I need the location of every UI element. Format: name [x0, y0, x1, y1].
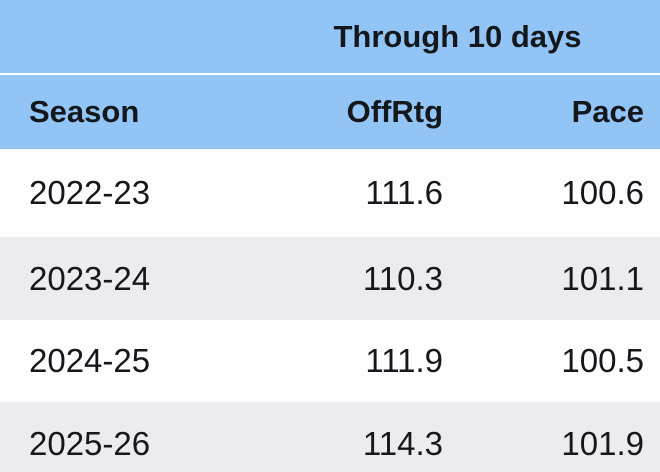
table-row: 2025-26 114.3 101.9 — [0, 401, 660, 472]
table-header: Through 10 days Season OffRtg Pace — [0, 0, 660, 150]
col-header-pace: Pace — [465, 74, 660, 150]
table-row: 2023-24 110.3 101.1 — [0, 236, 660, 321]
season-cell: 2022-23 — [29, 174, 151, 211]
offrtg-value: 114.3 — [362, 424, 443, 462]
pace-value: 100.6 — [561, 174, 645, 211]
table-title: Through 10 days — [255, 0, 660, 75]
season-cell: 2025-26 — [29, 424, 151, 462]
season-cell: 2023-24 — [29, 259, 151, 297]
pace-value: 101.9 — [561, 424, 645, 462]
table-row: 2024-25 111.9 100.5 — [0, 321, 660, 401]
col-header-offrtg: OffRtg — [255, 74, 465, 150]
offrtg-value: 110.3 — [362, 259, 443, 297]
offrtg-value: 111.6 — [365, 174, 443, 211]
pace-value: 100.5 — [561, 342, 645, 379]
title-spacer-cell — [0, 0, 255, 75]
pace-value: 101.1 — [561, 259, 645, 297]
table-row: 2022-23 111.6 100.6 — [0, 150, 660, 236]
col-header-season: Season — [0, 74, 255, 150]
table-title-row: Through 10 days — [0, 0, 660, 75]
season-cell: 2024-25 — [29, 342, 151, 379]
table-body: 2022-23 111.6 100.6 2023-24 110.3 101.1 … — [0, 150, 660, 472]
column-header-row: Season OffRtg Pace — [0, 74, 660, 150]
offrtg-value: 111.9 — [365, 342, 443, 379]
